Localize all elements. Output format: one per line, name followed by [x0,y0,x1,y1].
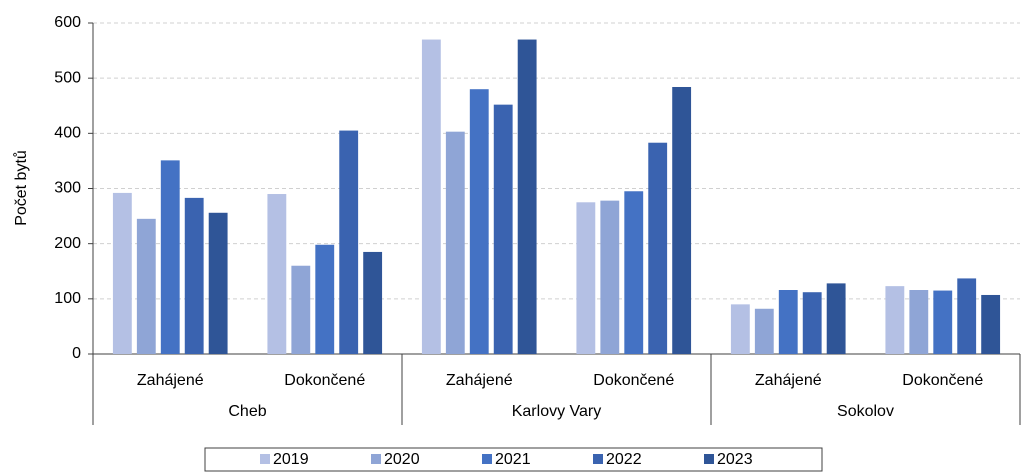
bar [957,278,977,354]
legend-label: 2022 [606,451,642,468]
bar [933,290,953,354]
legend-label: 2021 [495,451,531,468]
bar [885,286,905,354]
bar [136,218,156,354]
bar [267,194,287,354]
legend-label: 2023 [717,451,753,468]
x-tick-label: Zahájené [446,372,513,389]
x-tick-label: Dokončené [284,372,365,389]
legend-box [204,447,823,472]
bar [315,244,335,354]
legend-swatch [371,454,381,464]
y-tick-label: 100 [54,290,81,307]
bar [600,200,620,354]
bar [112,192,132,354]
bar [576,202,596,354]
bar [826,283,846,354]
y-tick-label: 0 [72,345,81,362]
bar [517,39,537,355]
legend-swatch [260,454,270,464]
bar [160,160,180,354]
bar [339,130,359,354]
bar [672,86,692,354]
y-tick-label: 500 [54,69,81,86]
bar [754,308,774,354]
bar [730,304,750,354]
bar [624,191,644,354]
bar [445,131,465,354]
bar [421,39,441,355]
bar [802,292,822,354]
group-label: Sokolov [837,403,894,420]
y-axis-label: Počet bytů [12,150,30,226]
group-label: Karlovy Vary [512,403,602,420]
bar [469,89,489,354]
y-tick-label: 600 [54,14,81,31]
bar [909,290,929,354]
x-tick-label: Zahájené [755,372,822,389]
legend-label: 2019 [273,451,309,468]
y-tick-label: 300 [54,180,81,197]
bar [363,251,383,354]
bar [648,142,668,354]
bar [778,290,798,354]
x-tick-label: Dokončené [902,372,983,389]
x-tick-label: Dokončené [593,372,674,389]
bar [208,212,228,354]
legend-label: 2020 [384,451,420,468]
y-tick-label: 200 [54,235,81,252]
legend-swatch [482,454,492,464]
bar [981,294,1001,354]
bar [493,104,513,354]
legend-swatch [593,454,603,464]
bar [291,265,311,354]
y-tick-label: 400 [54,125,81,142]
group-label: Cheb [228,403,266,420]
x-tick-label: Zahájené [137,372,204,389]
legend-swatch [704,454,714,464]
bar [184,197,204,354]
